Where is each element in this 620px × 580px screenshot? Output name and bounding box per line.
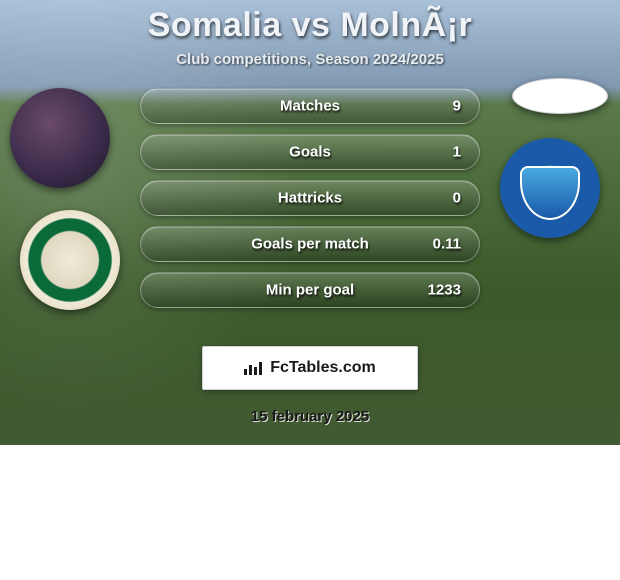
site-name: FcTables.com bbox=[270, 359, 376, 377]
stat-value: 1233 bbox=[428, 282, 461, 299]
stat-label: Goals per match bbox=[251, 236, 369, 253]
stat-label: Hattricks bbox=[278, 190, 342, 207]
stat-row-goals-per-match: Goals per match 0.11 bbox=[140, 226, 480, 262]
stat-value: 1 bbox=[453, 144, 461, 161]
stat-label: Goals bbox=[289, 144, 331, 161]
content-root: Somalia vs MolnÃ¡r Club competitions, Se… bbox=[0, 0, 620, 580]
stat-value: 9 bbox=[453, 98, 461, 115]
page-title: Somalia vs MolnÃ¡r bbox=[148, 6, 473, 45]
stat-label: Min per goal bbox=[266, 282, 354, 299]
left-player-avatar bbox=[10, 88, 110, 188]
stat-value: 0 bbox=[453, 190, 461, 207]
subtitle: Club competitions, Season 2024/2025 bbox=[176, 51, 444, 68]
stat-row-goals: Goals 1 bbox=[140, 134, 480, 170]
stat-row-hattricks: Hattricks 0 bbox=[140, 180, 480, 216]
bar-chart-icon bbox=[244, 361, 262, 375]
right-club-crest-icon bbox=[500, 138, 600, 238]
stat-row-matches: Matches 9 bbox=[140, 88, 480, 124]
stat-label: Matches bbox=[280, 98, 340, 115]
left-club-crest-icon bbox=[20, 210, 120, 310]
stat-row-min-per-goal: Min per goal 1233 bbox=[140, 272, 480, 308]
stat-rows: Matches 9 Goals 1 Hattricks 0 Goals per … bbox=[140, 88, 480, 318]
player-photo-icon bbox=[10, 88, 110, 188]
date-line: 15 february 2025 bbox=[251, 408, 369, 425]
site-badge[interactable]: FcTables.com bbox=[202, 346, 418, 390]
mid-section: Matches 9 Goals 1 Hattricks 0 Goals per … bbox=[0, 88, 620, 338]
stat-value: 0.11 bbox=[433, 236, 461, 253]
blank-oval-icon bbox=[512, 78, 608, 114]
